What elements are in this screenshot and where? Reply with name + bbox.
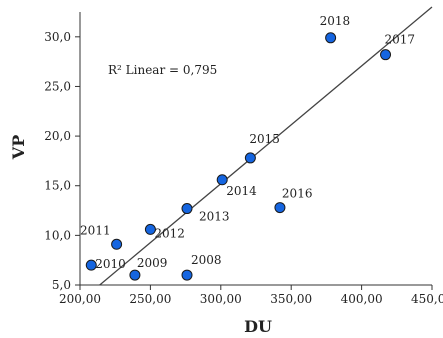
point-label: 2012 [154, 226, 185, 240]
x-tick-label: 250,00 [129, 292, 171, 306]
data-point [181, 203, 193, 215]
point-label: 2013 [199, 210, 230, 224]
point-label: 2017 [385, 33, 416, 47]
point-label: 2015 [249, 132, 280, 146]
data-point [144, 223, 156, 235]
labels-layer: 2008 2009 2010 2011 2012 2013 2014 2015 2016 2017… [80, 14, 415, 271]
points-layer [85, 32, 392, 281]
r-squared-annotation: R² Linear = 0,795 [108, 63, 217, 77]
data-point [85, 259, 97, 271]
y-tick-label: 30,0 [44, 30, 71, 44]
fit-line-layer [99, 6, 433, 286]
x-tick-label: 300,00 [200, 292, 242, 306]
data-point [111, 238, 123, 250]
y-axis-label: VP [9, 135, 28, 160]
data-point [181, 269, 193, 281]
x-tick-label: 200,00 [59, 292, 101, 306]
data-point [244, 152, 256, 164]
data-point [216, 174, 228, 186]
axes-layer: 200,00 250,00 300,00 350,00 400,00 450,00 5,0 1… [44, 12, 443, 306]
x-tick-label: 400,00 [341, 292, 383, 306]
x-tick-label: 350,00 [270, 292, 312, 306]
data-point [274, 202, 286, 214]
data-point [380, 49, 392, 61]
y-tick-label: 10,0 [44, 228, 71, 242]
x-axis-label: DU [244, 317, 272, 336]
linear-fit-line [99, 6, 433, 286]
point-label: 2009 [137, 256, 168, 270]
point-label: 2018 [320, 14, 351, 28]
point-label: 2014 [226, 184, 257, 198]
x-tick-label: 450,00 [411, 292, 443, 306]
y-tick-label: 25,0 [44, 79, 71, 93]
point-label: 2016 [282, 187, 313, 201]
point-label: 2010 [95, 257, 126, 271]
y-tick-label: 5,0 [52, 278, 71, 292]
data-point [129, 269, 141, 281]
point-label: 2008 [191, 253, 222, 267]
data-point [325, 32, 337, 44]
y-tick-label: 15,0 [44, 179, 71, 193]
y-tick-label: 20,0 [44, 129, 71, 143]
point-label: 2011 [80, 223, 111, 237]
